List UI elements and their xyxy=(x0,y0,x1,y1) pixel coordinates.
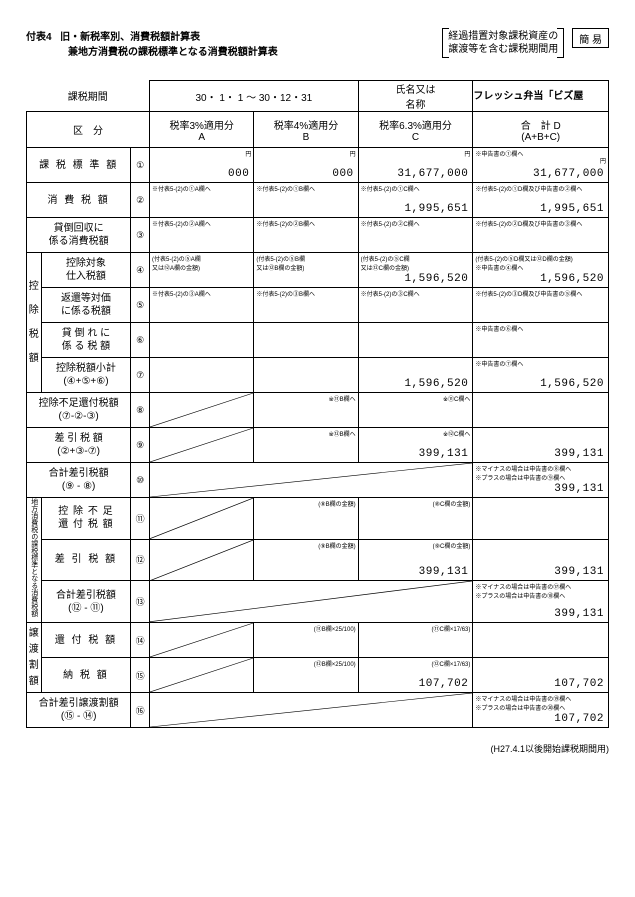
bracket-note: 経過措置対象課税資産の 譲渡等を含む課税期間用 xyxy=(442,28,564,58)
row-2: 消 費 税 額 ② ※付表5-(2)の①A欄へ ※付表5-(2)の①B欄へ ※付… xyxy=(27,183,609,218)
row-6: 貸 倒 れ に 係 る 税 額 ⑥ ※申告書の⑥欄へ xyxy=(27,323,609,358)
row-4: 控 除 税 額 控除対象 仕入税額 ④ (付表5-(2)の⑤A欄 又は⑫A欄の金… xyxy=(27,253,609,288)
row-13: 合計差引税額 (⑫ - ⑪) ⑬ ※マイナスの場合は申告書の⑰欄へ ※プラスの場… xyxy=(27,581,609,623)
bracket-line2: 譲渡等を含む課税期間用 xyxy=(448,44,558,55)
row-5: 返還等対価 に係る税額 ⑤ ※付表5-(2)の③A欄へ ※付表5-(2)の③B欄… xyxy=(27,288,609,323)
row-12: 差 引 税 額 ⑫ (⑨B欄の金額) (⑨C欄の金額)399,131 399,1… xyxy=(27,539,609,581)
title-line1: 旧・新税率別、消費税額計算表 xyxy=(60,32,200,43)
kubun-hdr: 区 分 xyxy=(27,112,150,148)
row-11: 地方消費税の課税標準となる消費税額 控 除 不 足 還 付 税 額 ⑪ (⑧B欄… xyxy=(27,498,609,540)
group-joto: 譲 渡 割 額 xyxy=(27,623,42,693)
period-hdr: 課税期間 xyxy=(27,81,150,112)
name-hdr: 氏名又は 名称 xyxy=(358,81,473,112)
period-value: 30・ 1・ 1 ～ 30・12・31 xyxy=(150,81,359,112)
simplified-tag: 簡 易 xyxy=(572,28,609,48)
row-9: 差 引 税 額 (②+③-⑦) ⑨ ※⑫B欄へ ※⑫C欄へ399,131 399… xyxy=(27,428,609,463)
row-8: 控除不足還付税額 (⑦-②-③) ⑧ ※⑪B欄へ ※⑪C欄へ xyxy=(27,393,609,428)
form-header: 付表4 旧・新税率別、消費税額計算表 兼地方消費税の課税標準となる消費税額計算表… xyxy=(26,28,609,58)
calc-table: 課税期間 30・ 1・ 1 ～ 30・12・31 氏名又は 名称 フレッシュ弁当… xyxy=(26,80,609,728)
col-a-hdr: 税率3%適用分 A xyxy=(150,112,254,148)
name-value: フレッシュ弁当「ビズ屋 xyxy=(473,81,609,112)
title-line2: 兼地方消費税の課税標準となる消費税額計算表 xyxy=(68,47,278,58)
row-3: 貸倒回収に 係る消費税額 ③ ※付表5-(2)の②A欄へ ※付表5-(2)の②B… xyxy=(27,218,609,253)
group-koujo: 控 除 税 額 xyxy=(27,253,42,393)
title-block: 付表4 旧・新税率別、消費税額計算表 兼地方消費税の課税標準となる消費税額計算表 xyxy=(26,28,434,58)
col-header-row: 区 分 税率3%適用分 A 税率4%適用分 B 税率6.3%適用分 C 合 計 … xyxy=(27,112,609,148)
row-10: 合計差引税額 (⑨ - ⑧) ⑩ ※マイナスの場合は申告書の⑧欄へ ※プラスの場… xyxy=(27,463,609,498)
row-16: 合計差引譲渡割額 (⑮ - ⑭) ⑯ ※マイナスの場合は申告書の⑲欄へ ※プラス… xyxy=(27,693,609,728)
row-14: 譲 渡 割 額 還 付 税 額 ⑭ (⑪B欄×25/100) (⑪C欄×17/6… xyxy=(27,623,609,658)
col-c-hdr: 税率6.3%適用分 C xyxy=(358,112,473,148)
bracket-line1: 経過措置対象課税資産の xyxy=(448,31,558,42)
group-local-tax-base: 地方消費税の課税標準となる消費税額 xyxy=(27,498,42,623)
info-row: 課税期間 30・ 1・ 1 ～ 30・12・31 氏名又は 名称 フレッシュ弁当… xyxy=(27,81,609,112)
row-7: 控除税額小計 (④+⑤+⑥) ⑦ 1,596,520 ※申告書の⑦欄へ1,596… xyxy=(27,358,609,393)
row-1: 課 税 標 準 額 ① 円000 円000 円31,677,000 ※申告書の①… xyxy=(27,148,609,183)
form-number: 付表4 xyxy=(26,28,52,43)
row-15: 納 税 額 ⑮ (⑫B欄×25/100) (⑫C欄×17/63)107,702 … xyxy=(27,658,609,693)
col-b-hdr: 税率4%適用分 B xyxy=(254,112,358,148)
col-d-hdr: 合 計 D (A+B+C) xyxy=(473,112,609,148)
footer-note: (H27.4.1以後開始課税期間用) xyxy=(26,742,609,755)
